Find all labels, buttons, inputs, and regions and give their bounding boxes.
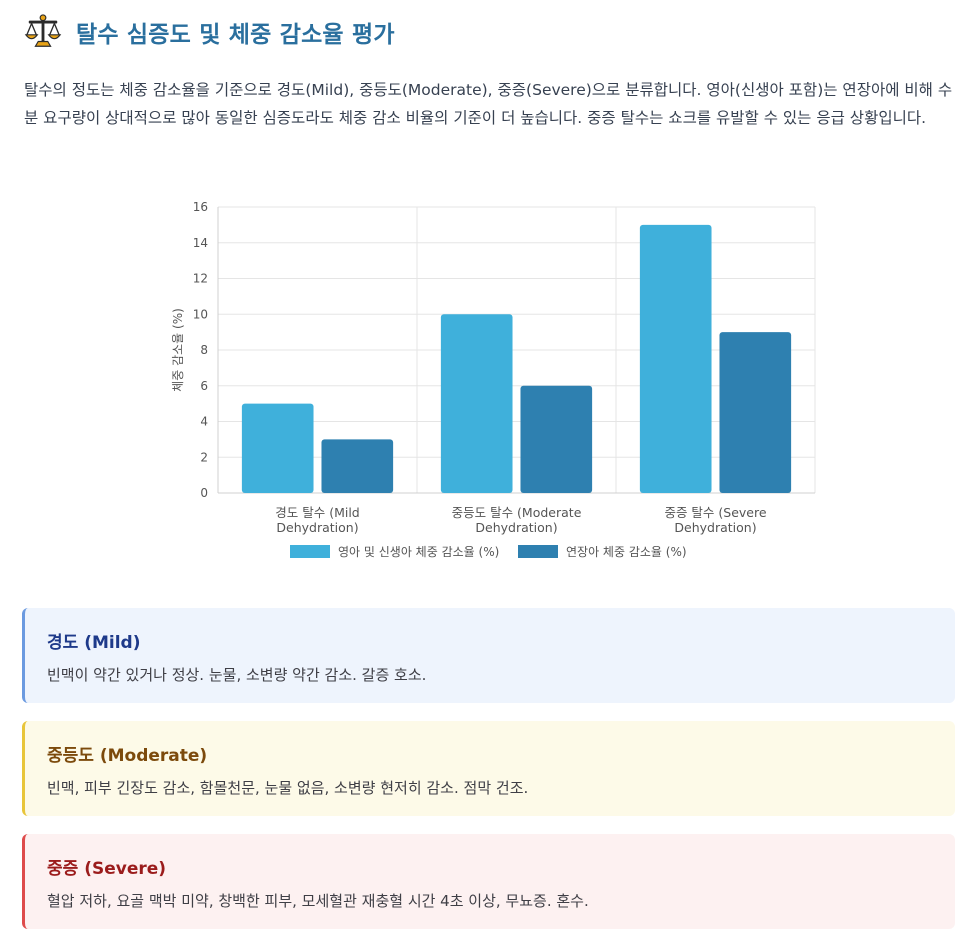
x-tick-label: 중증 탈수 (Severe xyxy=(664,505,766,520)
bar xyxy=(639,224,712,493)
mild-card-title: 경도 (Mild) xyxy=(47,633,141,653)
header: 탈수 심증도 및 체중 감소율 평가 xyxy=(24,12,395,52)
x-tick-label: Dehydration) xyxy=(276,520,358,535)
severe-card-title: 중증 (Severe) xyxy=(47,859,167,879)
x-tick-label: 중등도 탈수 (Moderate xyxy=(452,505,582,520)
legend-label: 연장아 체중 감소율 (%) xyxy=(566,545,687,559)
y-tick-label: 6 xyxy=(200,379,208,393)
y-tick-label: 16 xyxy=(193,200,208,214)
y-tick-label: 12 xyxy=(193,272,208,286)
mild-card: 경도 (Mild) 빈맥이 약간 있거나 정상. 눈물, 소변량 약간 감소. … xyxy=(22,608,955,703)
chart-container: 0 2 4 6 8 10 12 14 16 경도 탈수 (Mild Dehydration) 중등도 … xyxy=(160,190,840,580)
y-tick-label: 8 xyxy=(200,343,208,357)
page-title: 탈수 심증도 및 체중 감소율 평가 xyxy=(76,22,395,48)
y-axis-title: 체중 감소율 (%) xyxy=(171,308,185,392)
severe-card-description: 혈압 저하, 요골 맥박 미약, 창백한 피부, 모세혈관 재충혈 시간 4초 … xyxy=(47,892,589,910)
y-tick-label: 10 xyxy=(193,307,208,321)
x-tick-label: Dehydration) xyxy=(475,520,557,535)
bar xyxy=(241,403,314,493)
moderate-card-title: 중등도 (Moderate) xyxy=(47,746,208,766)
legend-swatch xyxy=(518,545,558,558)
y-tick-label: 2 xyxy=(200,450,208,464)
bar xyxy=(440,314,513,493)
y-tick-label: 4 xyxy=(200,415,208,429)
balance-scale-icon xyxy=(24,14,62,47)
x-tick-label: 경도 탈수 (Mild xyxy=(275,505,360,520)
mild-card-description: 빈맥이 약간 있거나 정상. 눈물, 소변량 약간 감소. 갈증 호소. xyxy=(47,666,427,684)
y-tick-label: 14 xyxy=(193,236,208,250)
moderate-card: 중등도 (Moderate) 빈맥, 피부 긴장도 감소, 함몰천문, 눈물 없… xyxy=(22,721,955,816)
legend-swatch xyxy=(290,545,330,558)
severe-card: 중증 (Severe) 혈압 저하, 요골 맥박 미약, 창백한 피부, 모세혈… xyxy=(22,834,955,929)
intro-paragraph: 탈수의 정도는 체중 감소율을 기준으로 경도(Mild), 중등도(Moder… xyxy=(24,81,953,127)
moderate-card-description: 빈맥, 피부 긴장도 감소, 함몰천문, 눈물 없음, 소변량 현저히 감소. … xyxy=(47,779,529,797)
x-tick-label: Dehydration) xyxy=(674,520,756,535)
y-tick-label: 0 xyxy=(200,486,208,500)
bar xyxy=(321,439,394,493)
legend-label: 영아 및 신생아 체중 감소율 (%) xyxy=(338,545,499,559)
bar xyxy=(719,332,792,493)
bar xyxy=(520,385,593,493)
